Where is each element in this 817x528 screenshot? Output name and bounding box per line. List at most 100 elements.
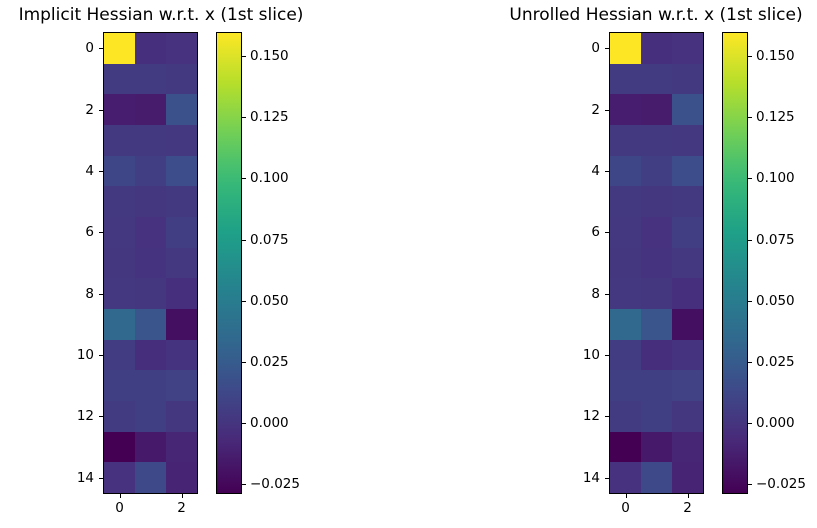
heatmap-cell: [135, 431, 166, 463]
heatmap-cell: [166, 400, 197, 432]
heatmap-cell: [104, 400, 135, 432]
colorbar-gradient: [722, 32, 748, 494]
heatmap-cell: [135, 462, 166, 493]
colorbar-tick-mark: [242, 361, 246, 363]
colorbar-tick-label: −0.025: [756, 476, 806, 493]
colorbar-tick-mark: [242, 300, 246, 302]
heatmap-cell: [672, 155, 703, 187]
heatmap-cell: [104, 278, 135, 309]
heatmap-cell: [610, 308, 641, 340]
heatmap-cell: [641, 462, 672, 493]
y-tick-mark: [605, 477, 609, 479]
heatmap-cell: [135, 94, 166, 125]
y-tick-label: 8: [85, 285, 94, 302]
heatmap-cell: [672, 339, 703, 371]
y-tick-mark: [99, 477, 103, 479]
heatmap-cell: [135, 400, 166, 432]
heatmap-cell: [610, 370, 641, 401]
colorbar-gradient: [216, 32, 242, 494]
heatmap-cell: [610, 462, 641, 493]
colorbar-tick-mark: [748, 300, 752, 302]
y-tick-label: 0: [85, 40, 94, 57]
colorbar-tick-label: 0.050: [756, 292, 795, 309]
heatmap-cell: [135, 155, 166, 187]
heatmap-cell: [104, 370, 135, 401]
heatmap-cell: [135, 278, 166, 309]
colorbar-tick-mark: [748, 117, 752, 119]
heatmap-cell: [104, 94, 135, 125]
heatmap-cell: [672, 431, 703, 463]
colorbar-tick-mark: [242, 117, 246, 119]
x-tick-mark: [687, 494, 689, 498]
heatmap-cell: [641, 63, 672, 95]
colorbar-tick-mark: [748, 361, 752, 363]
heatmap-cell: [672, 124, 703, 156]
y-tick-label: 10: [582, 347, 600, 363]
heatmap-cell: [672, 400, 703, 432]
x-tick-label: 0: [621, 500, 630, 516]
colorbar-tick-label: 0.025: [250, 353, 289, 370]
plot-title: Implicit Hessian w.r.t. x (1st slice): [18, 5, 304, 25]
y-tick-label: 2: [85, 101, 94, 118]
heatmap-cell: [104, 186, 135, 217]
colorbar-tick-label: 0.125: [250, 109, 289, 126]
y-tick-label: 0: [591, 40, 600, 57]
colorbar-tick-label: 0.100: [756, 170, 795, 187]
heatmap-cell: [641, 308, 672, 340]
heatmap-cell: [641, 431, 672, 463]
x-tick-mark: [119, 494, 121, 498]
heatmap-cell: [135, 308, 166, 340]
heatmap-cell: [641, 278, 672, 309]
colorbar-tick-label: 0.000: [756, 415, 795, 432]
heatmap-cell: [135, 247, 166, 279]
heatmap-cell: [610, 94, 641, 125]
heatmap-cell: [641, 186, 672, 217]
heatmap-cell: [166, 216, 197, 248]
heatmap-cell: [135, 370, 166, 401]
x-tick-label: 0: [115, 500, 124, 516]
colorbar-tick-mark: [242, 423, 246, 425]
heatmap-cell: [672, 33, 703, 64]
heatmap-cell: [166, 278, 197, 309]
heatmap-cell: [104, 462, 135, 493]
y-tick-label: 14: [76, 469, 94, 486]
colorbar-tick-label: 0.050: [250, 292, 289, 309]
heatmap-cell: [610, 63, 641, 95]
heatmap-cell: [166, 124, 197, 156]
heatmap-cell: [104, 339, 135, 371]
heatmap-cell: [166, 431, 197, 463]
heatmap-grid: [609, 32, 704, 494]
y-tick-label: 12: [582, 408, 600, 425]
heatmap-cell: [672, 278, 703, 309]
heatmap-cell: [672, 247, 703, 279]
heatmap-cell: [672, 308, 703, 340]
heatmap-cell: [104, 247, 135, 279]
y-tick-mark: [605, 355, 609, 356]
y-tick-label: 6: [591, 224, 600, 241]
heatmap-cell: [641, 124, 672, 156]
heatmap-cell: [610, 186, 641, 217]
heatmap-cell: [641, 155, 672, 187]
y-tick-mark: [99, 171, 103, 172]
colorbar-tick-mark: [242, 56, 246, 57]
heatmap-cell: [135, 216, 166, 248]
heatmap-cell: [641, 400, 672, 432]
heatmap-cell: [641, 370, 672, 401]
heatmap-cell: [135, 339, 166, 371]
heatmap-cell: [104, 124, 135, 156]
heatmap-cell: [672, 462, 703, 493]
y-tick-mark: [99, 232, 103, 234]
y-tick-mark: [99, 355, 103, 356]
heatmap-cell: [641, 216, 672, 248]
y-tick-label: 14: [582, 469, 600, 486]
heatmap-cell: [166, 155, 197, 187]
heatmap-cell: [672, 370, 703, 401]
heatmap-cell: [104, 308, 135, 340]
heatmap-cell: [104, 63, 135, 95]
colorbar-tick-mark: [748, 484, 752, 486]
heatmap-cell: [166, 186, 197, 217]
y-tick-label: 12: [76, 408, 94, 425]
y-tick-label: 4: [85, 163, 94, 179]
